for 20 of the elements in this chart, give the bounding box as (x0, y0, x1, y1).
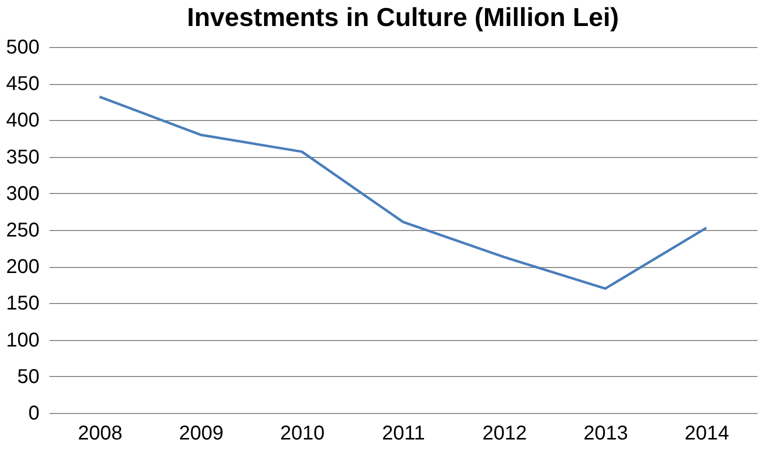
y-tick-label: 500 (6, 36, 40, 58)
y-tick-label: 100 (6, 329, 40, 352)
x-tick-label: 2008 (78, 422, 122, 444)
y-tick-label: 400 (6, 110, 40, 132)
x-tick-label: 2014 (684, 422, 730, 444)
x-tick-label: 2010 (280, 422, 325, 444)
x-tick-label: 2013 (584, 422, 628, 444)
y-tick-label: 50 (17, 366, 40, 388)
y-tick-label: 200 (6, 256, 40, 278)
x-tick-label: 2011 (382, 422, 426, 444)
y-tick-label: 150 (6, 292, 40, 315)
y-tick-label: 250 (6, 220, 40, 242)
y-tick-label: 300 (6, 182, 40, 205)
line-series (98, 96, 708, 290)
chart-title: Investments in Culture (Million Lei) (187, 2, 619, 32)
x-tick-label: 2009 (178, 422, 224, 444)
x-tick-label: 2012 (482, 422, 527, 444)
y-tick-label: 450 (6, 73, 40, 96)
y-tick-label: 0 (28, 402, 40, 424)
y-tick-label: 350 (6, 146, 40, 168)
